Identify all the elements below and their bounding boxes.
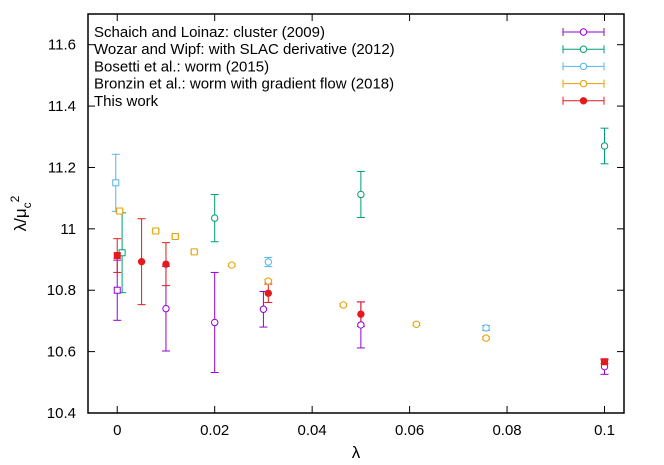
data-point-square xyxy=(112,179,120,187)
data-point-square xyxy=(171,233,179,241)
y-tick-label: 10.4 xyxy=(47,405,76,422)
y-tick-label: 11.6 xyxy=(48,37,76,54)
data-point xyxy=(259,305,268,313)
data-point-square xyxy=(190,248,198,256)
x-tick-label: 0.08 xyxy=(492,422,521,439)
x-tick-label: 0.04 xyxy=(298,422,327,439)
x-axis-label: λ xyxy=(352,443,361,462)
marker-layer xyxy=(112,142,609,371)
errorbar-layer xyxy=(111,127,609,375)
y-axis-label-superscript: 2 xyxy=(8,195,22,202)
legend-label: Wozar and Wipf: with SLAC derivative (20… xyxy=(94,41,395,58)
y-axis-label-subscript: c xyxy=(20,202,34,208)
x-tick-label: 0.02 xyxy=(200,422,229,439)
data-point xyxy=(482,334,490,342)
data-point xyxy=(162,304,170,313)
x-tick-label: 0.06 xyxy=(395,422,424,439)
data-point xyxy=(162,260,170,268)
y-tick-label: 11.2 xyxy=(48,159,76,176)
data-point xyxy=(264,277,272,285)
data-point xyxy=(482,324,490,332)
legend-label: This work xyxy=(94,93,159,110)
data-point xyxy=(137,257,146,266)
data-point xyxy=(264,289,272,297)
y-tick-label: 10.8 xyxy=(47,282,76,299)
legend-marker xyxy=(579,97,588,105)
data-point xyxy=(357,190,365,199)
data-point xyxy=(264,258,272,266)
legend-label: Schaich and Loinaz: cluster (2009) xyxy=(94,24,325,41)
y-axis-label: λ/μc2 xyxy=(8,195,34,231)
y-tick-label: 10.6 xyxy=(47,344,76,361)
data-point-square xyxy=(116,207,124,215)
data-point xyxy=(210,318,219,327)
legend-marker xyxy=(579,28,588,36)
data-point xyxy=(339,301,348,309)
legend-label: Bronzin et al.: worm with gradient flow … xyxy=(94,76,394,93)
x-tick-label: 0 xyxy=(113,422,121,439)
legend-label: Bosetti et al.: worm (2015) xyxy=(94,58,269,75)
data-point-square xyxy=(113,286,121,294)
x-tick-label: 0.1 xyxy=(594,422,615,439)
data-point-square xyxy=(113,252,121,260)
data-point xyxy=(357,321,365,329)
legend-marker xyxy=(579,45,588,53)
legend-marker xyxy=(579,79,588,88)
plot-frame xyxy=(87,13,625,414)
data-point-square xyxy=(601,358,609,366)
data-point-square xyxy=(152,227,160,235)
data-point xyxy=(210,214,219,222)
data-point xyxy=(357,310,365,318)
data-point xyxy=(600,142,609,150)
data-point xyxy=(228,261,236,269)
y-tick-label: 11 xyxy=(60,221,76,238)
tick-layer: 0 0.02 0.04 0.06 0.08 0.1 10.4 10.6 10.8 11 11.2 11… xyxy=(47,14,624,439)
y-tick-label: 11.4 xyxy=(48,98,76,115)
legend: Schaich and Loinaz: cluster (2009)Wozar … xyxy=(94,24,605,110)
legend-marker xyxy=(579,62,588,71)
y-axis-label-main: λ/μ xyxy=(11,208,30,231)
data-point xyxy=(412,320,421,328)
